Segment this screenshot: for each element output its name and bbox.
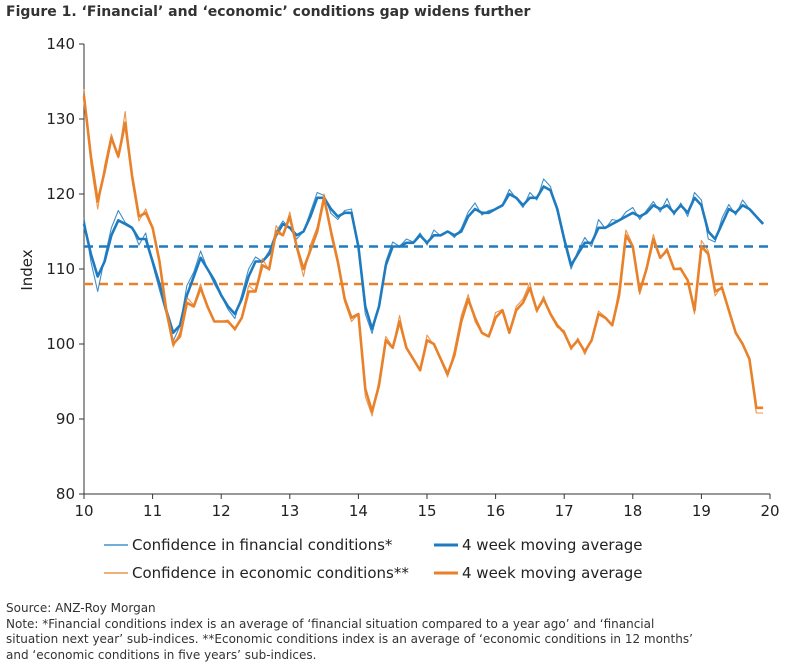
- chart-axes: [79, 43, 771, 499]
- x-tick-label: 20: [760, 502, 779, 520]
- chart-footer: Source: ANZ-Roy Morgan Note: *Financial …: [6, 601, 792, 663]
- x-tick-label: 17: [555, 502, 574, 520]
- x-tick-label: 14: [349, 502, 368, 520]
- legend: Confidence in financial conditions* 4 wee…: [104, 536, 643, 582]
- note-line-2: situation next year’ sub-indices. **Econ…: [6, 632, 693, 646]
- legend-label-financial-thin: Confidence in financial conditions*: [132, 536, 393, 554]
- legend-label-economic-thick: 4 week moving average: [462, 564, 643, 582]
- x-tick-label: 11: [143, 502, 162, 520]
- x-tick-labels: 10 11 12 13 14 15 16 17 18 19 20: [74, 502, 779, 520]
- chart-title: Figure 1. ‘Financial’ and ‘economic’ con…: [6, 4, 531, 20]
- y-tick-label: 110: [46, 260, 75, 278]
- legend-label-economic-thin: Confidence in economic conditions**: [132, 564, 409, 582]
- x-tick-label: 19: [692, 502, 711, 520]
- line-chart: 10 11 12 13 14 15 16 17 18 19 20 80 90 100 110 120 130 1…: [18, 35, 780, 582]
- economic-moving-average-line: [82, 96, 764, 413]
- y-tick-label: 120: [46, 185, 75, 203]
- x-tick-label: 16: [486, 502, 505, 520]
- financial-moving-average-line: [82, 185, 765, 335]
- financial-confidence-line: [83, 178, 764, 342]
- y-axis-label: Index: [18, 249, 36, 290]
- y-tick-labels: 80 90 100 110 120 130 140: [46, 35, 75, 503]
- reference-lines: [84, 245, 768, 286]
- y-tick-label: 130: [46, 110, 75, 128]
- economic-confidence-line: [83, 88, 764, 417]
- x-tick-label: 12: [212, 502, 231, 520]
- note-line-1: Note: *Financial conditions index is an …: [6, 616, 655, 631]
- y-tick-label: 90: [56, 410, 75, 428]
- x-tick-label: 10: [74, 502, 93, 520]
- source-text: Source: ANZ-Roy Morgan: [6, 601, 156, 615]
- x-tick-label: 18: [623, 502, 642, 520]
- note-line-3: and ‘economic conditions in five years’ …: [6, 647, 317, 662]
- legend-label-financial-thick: 4 week moving average: [462, 536, 643, 554]
- series-lines: [82, 88, 765, 417]
- y-tick-label: 100: [46, 335, 75, 353]
- x-tick-label: 15: [417, 502, 436, 520]
- y-tick-label: 140: [46, 35, 75, 53]
- y-tick-label: 80: [56, 485, 75, 503]
- x-tick-label: 13: [280, 502, 299, 520]
